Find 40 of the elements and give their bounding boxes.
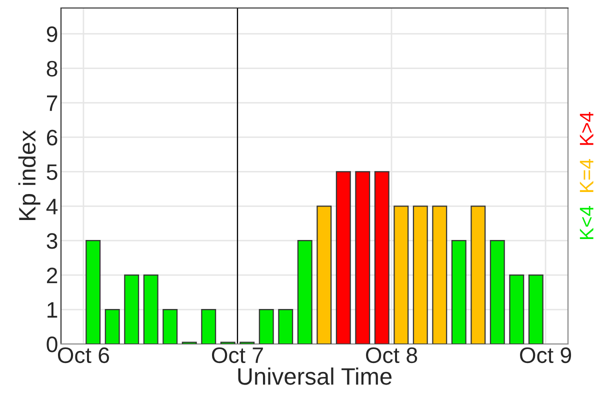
bar <box>143 274 158 344</box>
bar <box>316 206 332 344</box>
bar <box>394 206 409 344</box>
y-axis-title: Kp index <box>18 130 40 220</box>
bar <box>412 206 428 344</box>
bar <box>297 240 312 344</box>
y-tick-label: 3 <box>46 233 58 249</box>
bar <box>201 308 216 344</box>
y-tick-label: 5 <box>46 164 58 180</box>
y-tick-label: 8 <box>46 60 58 77</box>
bar <box>336 171 351 344</box>
bar <box>509 274 524 344</box>
y-tick-label: 6 <box>46 130 58 146</box>
bar <box>432 206 448 344</box>
y-tick-label: 0 <box>46 336 58 352</box>
bar <box>374 171 390 344</box>
bar <box>490 240 505 344</box>
bar <box>124 274 140 344</box>
x-tick-label: Oct 6 <box>58 347 110 364</box>
text: K=4 <box>580 159 594 192</box>
bar <box>278 308 294 344</box>
bar <box>528 274 544 344</box>
y-tick-label: 1 <box>48 302 58 318</box>
y-tick-label: 7 <box>47 96 58 111</box>
bar <box>470 206 486 344</box>
bar <box>86 240 101 344</box>
y-tick-label: 2 <box>46 268 58 284</box>
x-tick-label: Oct 8 <box>366 347 418 364</box>
x-tick-label: Oct 9 <box>520 347 572 364</box>
y-tick-label: 4 <box>46 198 58 214</box>
x-axis-title: Universal Time <box>238 367 392 385</box>
bar <box>162 308 178 344</box>
bar <box>355 171 370 344</box>
y-tick-label: 9 <box>46 26 58 42</box>
bar <box>258 308 274 344</box>
bar <box>104 308 120 344</box>
text: K>4 <box>580 112 594 145</box>
text: K<4 <box>580 206 594 240</box>
bar <box>451 240 466 344</box>
x-tick-label: Oct 7 <box>212 347 263 364</box>
